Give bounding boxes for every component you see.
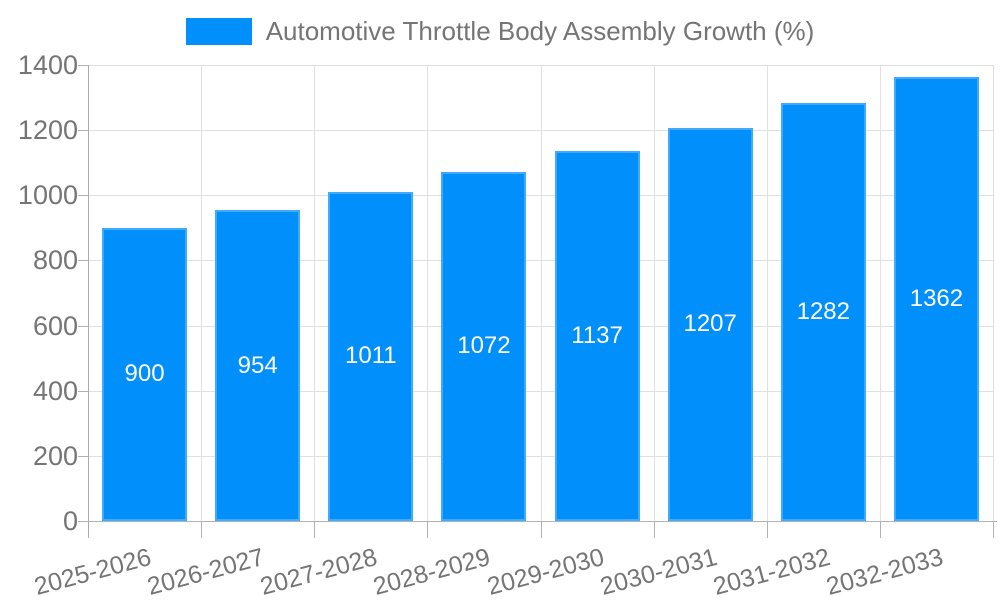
x-axis-category-label: 2025-2026 xyxy=(31,542,155,600)
bar-value-label: 1362 xyxy=(909,285,964,313)
x-axis-tick xyxy=(653,521,655,538)
x-axis-category-label: 2031-2032 xyxy=(710,542,833,600)
y-axis-tick-label: 1200 xyxy=(17,115,78,146)
x-axis-tick xyxy=(540,521,542,538)
bar-2028-2029[interactable]: 1072 xyxy=(441,171,527,521)
x-axis-tick xyxy=(201,521,203,538)
bar-value-label: 900 xyxy=(124,360,165,388)
bar-2030-2031[interactable]: 1207 xyxy=(667,127,753,521)
bar-value-label: 1282 xyxy=(796,298,850,326)
y-axis-tick-label: 1000 xyxy=(17,180,78,211)
y-axis-tick-label: 400 xyxy=(32,375,78,406)
bar-2032-2033[interactable]: 1362 xyxy=(893,77,979,521)
y-axis-tick-label: 600 xyxy=(32,310,78,341)
bar-2031-2032[interactable]: 1282 xyxy=(780,103,866,521)
bar-value-label: 954 xyxy=(237,351,278,379)
x-axis-tick xyxy=(427,521,429,538)
bar-2026-2027[interactable]: 954 xyxy=(215,210,301,521)
vertical-gridline xyxy=(427,65,429,521)
y-axis-tick-label: 800 xyxy=(32,245,78,276)
x-axis-tick xyxy=(766,521,768,538)
x-axis-category-label: 2032-2033 xyxy=(823,542,946,600)
bar-value-label: 1137 xyxy=(571,321,623,349)
plot-area: 900 954 1011 1072 1137 1207 1282 1362 0 200 400 60… xyxy=(18,50,997,600)
legend-item[interactable]: Automotive Throttle Body Assembly Growth… xyxy=(0,16,1000,46)
bar-2025-2026[interactable]: 900 xyxy=(102,227,188,521)
y-axis-tick xyxy=(78,65,88,66)
y-axis-tick xyxy=(78,455,88,457)
legend-swatch-icon xyxy=(185,17,252,45)
vertical-gridline xyxy=(766,65,768,521)
vertical-gridline xyxy=(993,65,994,521)
y-axis-tick xyxy=(78,521,88,522)
y-axis-tick xyxy=(78,130,88,132)
y-axis-tick-label: 1400 xyxy=(17,50,78,80)
x-axis-category-label: 2030-2031 xyxy=(596,542,720,600)
bar-value-label: 1072 xyxy=(457,332,511,360)
x-axis-tick xyxy=(993,521,994,538)
bar-value-label: 1207 xyxy=(683,310,737,338)
x-axis-baseline xyxy=(78,521,997,522)
y-axis-line xyxy=(88,65,89,537)
x-axis-tick xyxy=(879,521,881,538)
x-axis-category-label: 2027-2028 xyxy=(257,542,381,600)
bar-value-label: 1011 xyxy=(345,342,397,370)
y-axis-tick-label: 200 xyxy=(32,440,78,471)
vertical-gridline xyxy=(314,65,316,521)
x-axis-category-label: 2029-2030 xyxy=(483,542,607,600)
y-axis-tick xyxy=(78,260,88,262)
y-axis-tick-label: 0 xyxy=(62,506,78,536)
bar-2027-2028[interactable]: 1011 xyxy=(328,191,414,521)
y-axis-tick xyxy=(78,390,88,392)
y-axis-tick xyxy=(78,325,88,327)
vertical-gridline xyxy=(540,65,542,521)
vertical-gridline xyxy=(653,65,655,521)
y-axis-tick xyxy=(78,195,88,197)
x-axis-tick xyxy=(314,521,316,538)
vertical-gridline xyxy=(201,65,203,521)
x-axis-category-label: 2026-2027 xyxy=(144,542,268,600)
vertical-gridline xyxy=(879,65,881,521)
bar-2029-2030[interactable]: 1137 xyxy=(554,150,640,521)
legend-label: Automotive Throttle Body Assembly Growth… xyxy=(265,16,815,46)
x-axis-category-label: 2028-2029 xyxy=(370,542,494,600)
